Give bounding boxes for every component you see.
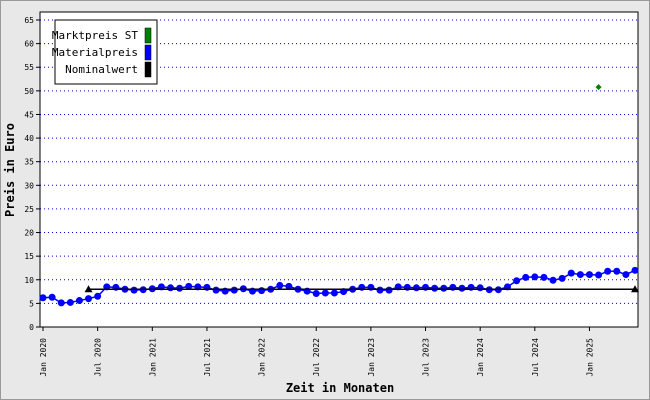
data-point [595, 271, 603, 279]
x-tick-label: Jan 2021 [148, 338, 157, 377]
data-point [376, 286, 384, 294]
y-tick-label: 5 [29, 299, 34, 308]
y-tick-label: 25 [24, 205, 34, 214]
data-point [513, 277, 521, 285]
data-point [230, 286, 238, 294]
legend-swatch [144, 27, 152, 44]
data-point [613, 267, 621, 275]
data-point [549, 276, 557, 284]
data-point [576, 271, 584, 279]
x-axis-title: Zeit in Monaten [286, 381, 394, 395]
y-tick-label: 15 [24, 252, 34, 261]
legend-swatch [144, 44, 152, 61]
data-point [176, 284, 184, 292]
x-tick-label: Jul 2022 [312, 338, 321, 377]
legend-label: Nominalwert [65, 63, 138, 76]
y-tick-label: 60 [24, 40, 34, 49]
data-point [631, 285, 639, 293]
data-point [321, 289, 329, 297]
data-point [85, 295, 93, 303]
data-point [167, 284, 175, 292]
y-tick-label: 65 [24, 16, 34, 25]
y-tick-label: 45 [24, 110, 34, 119]
legend-label: Marktpreis ST [52, 29, 138, 42]
data-point [84, 285, 93, 293]
y-tick-label: 55 [24, 63, 34, 72]
x-tick-label: Jan 2024 [476, 338, 485, 377]
data-point [412, 284, 420, 292]
data-point [130, 286, 138, 294]
y-tick-label: 40 [24, 134, 34, 143]
data-point [558, 274, 566, 282]
x-tick-label: Jan 2023 [367, 338, 376, 377]
data-point [94, 292, 102, 300]
data-point [75, 297, 83, 305]
data-point [330, 289, 338, 297]
data-point [458, 284, 466, 292]
data-point [39, 294, 47, 302]
data-point [604, 267, 612, 275]
legend-swatch [144, 61, 152, 78]
x-tick-label: Jul 2024 [531, 338, 540, 377]
legend-box [54, 19, 158, 85]
data-point [258, 287, 266, 295]
x-tick-label: Jul 2023 [422, 338, 431, 377]
x-tick-label: Jan 2025 [585, 338, 594, 377]
x-tick-label: Jul 2020 [94, 338, 103, 377]
data-point [212, 286, 220, 294]
data-point [522, 273, 530, 281]
data-point [66, 298, 74, 306]
y-tick-label: 50 [24, 87, 34, 96]
data-point [276, 281, 284, 289]
data-point [57, 299, 65, 307]
x-tick-label: Jan 2022 [258, 338, 267, 377]
data-point [567, 269, 575, 277]
data-point [48, 293, 56, 301]
y-tick-label: 10 [24, 276, 34, 285]
data-point [622, 271, 630, 279]
y-tick-label: 0 [29, 323, 34, 332]
data-point [585, 271, 593, 279]
data-point [476, 284, 484, 292]
plot-frame [39, 11, 639, 328]
y-tick-label: 35 [24, 158, 34, 167]
data-point [440, 284, 448, 292]
data-point [595, 84, 602, 91]
data-point [540, 273, 548, 281]
data-point [385, 286, 393, 294]
legend-label: Materialpreis [52, 46, 138, 59]
y-tick-label: 20 [24, 229, 34, 238]
data-point [431, 284, 439, 292]
data-point [312, 289, 320, 297]
data-point [631, 266, 639, 274]
y-axis-title: Preis in Euro [3, 123, 17, 217]
y-tick-label: 30 [24, 181, 34, 190]
data-point [285, 282, 293, 290]
x-tick-label: Jul 2021 [203, 338, 212, 377]
x-tick-label: Jan 2020 [39, 338, 48, 377]
data-point [185, 282, 193, 290]
data-point [531, 273, 539, 281]
